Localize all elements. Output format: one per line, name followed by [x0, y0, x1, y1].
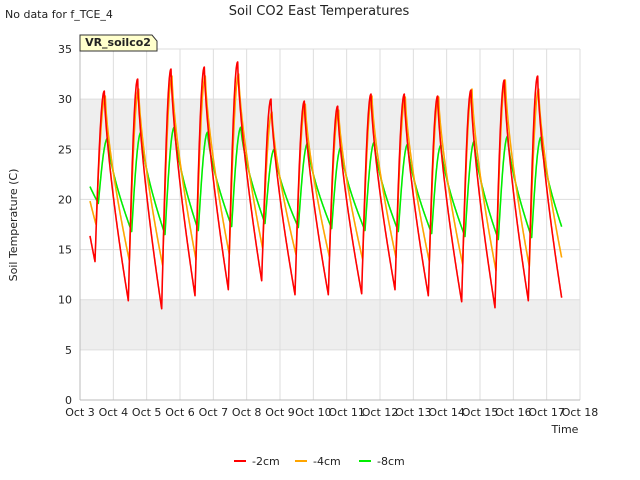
legend: -2cm -4cm -8cm — [234, 455, 405, 468]
x-tick-label: Oct 4 — [99, 406, 129, 419]
y-tick-label: 30 — [58, 93, 72, 106]
x-tick-label: Oct 3 — [65, 406, 95, 419]
station-tag-box — [79, 34, 158, 52]
band-0 — [80, 299, 580, 350]
y-tick-label: 0 — [65, 394, 72, 407]
x-tick-label: Oct 13 — [395, 406, 432, 419]
background-bands — [80, 99, 580, 350]
x-tick-label: Oct 9 — [265, 406, 295, 419]
no-data-note: No data for f_TCE_4 — [5, 8, 113, 21]
x-tick-label: Oct 8 — [232, 406, 262, 419]
series-lines — [89, 61, 563, 310]
x-tick-label: Oct 12 — [362, 406, 399, 419]
station-tag-text: VR_soilco2 — [85, 36, 151, 49]
legend-label: -8cm — [377, 455, 405, 468]
station-tag: VR_soilco2 — [79, 34, 158, 52]
x-tick-label: Oct 18 — [562, 406, 599, 419]
y-tick-label: 20 — [58, 193, 72, 206]
chart-title: Soil CO2 East Temperatures — [229, 4, 410, 19]
series-line--4cm — [89, 73, 563, 272]
x-tick-label: Oct 5 — [132, 406, 162, 419]
y-tick-label: 15 — [58, 244, 72, 257]
x-axis-label: Time — [551, 423, 579, 436]
x-tick-label: Oct 6 — [165, 406, 195, 419]
x-tick-label: Oct 10 — [295, 406, 332, 419]
x-tick-label: Oct 15 — [462, 406, 499, 419]
band-1 — [80, 99, 580, 150]
series-line--2cm — [89, 61, 563, 310]
x-tick-label: Oct 16 — [495, 406, 532, 419]
legend-label: -2cm — [252, 455, 280, 468]
gridlines — [79, 48, 581, 401]
y-axis-label: Soil Temperature (C) — [7, 169, 20, 282]
legend-label: -4cm — [313, 455, 341, 468]
y-tick-label: 10 — [58, 294, 72, 307]
x-tick-label: Oct 7 — [199, 406, 229, 419]
axes — [79, 49, 580, 401]
x-tick-label: Oct 17 — [528, 406, 565, 419]
x-tick-label: Oct 14 — [428, 406, 465, 419]
y-tick-label: 25 — [58, 143, 72, 156]
x-tick-label: Oct 11 — [328, 406, 365, 419]
y-tick-label: 5 — [65, 344, 72, 357]
y-tick-label: 35 — [58, 43, 72, 56]
